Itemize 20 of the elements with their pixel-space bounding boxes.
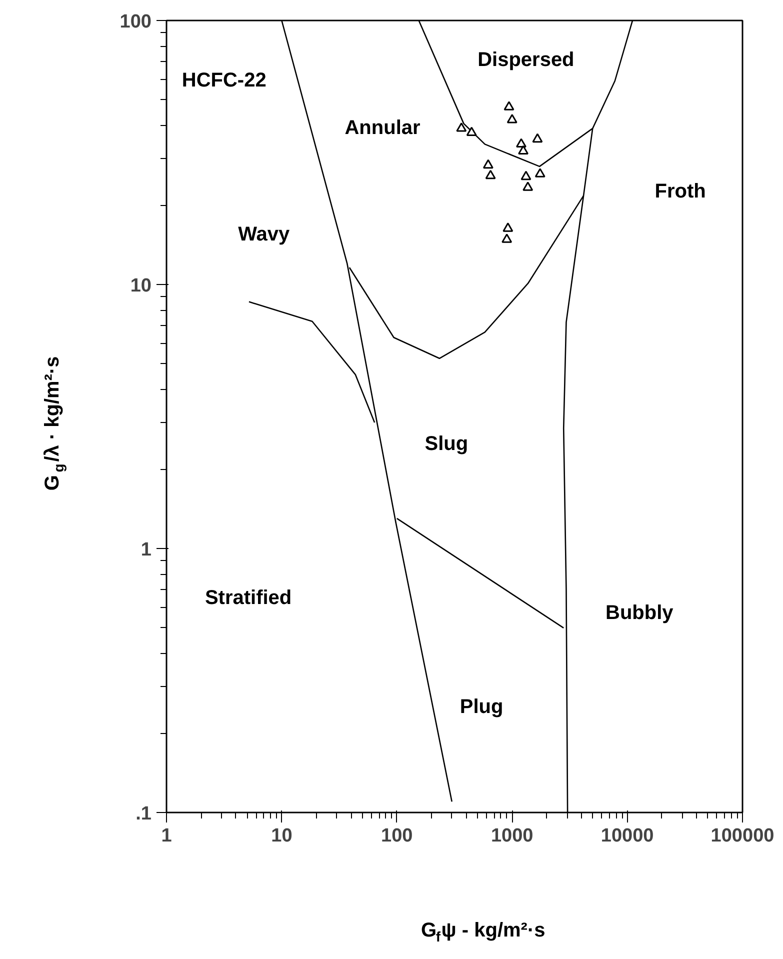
annotation: Slug bbox=[424, 433, 468, 456]
x-tick-label: 100000 bbox=[710, 826, 774, 846]
y-tick-label: 1 bbox=[140, 540, 152, 560]
annotation: Wavy bbox=[238, 223, 290, 246]
annotation: HCFC-22 bbox=[182, 70, 266, 92]
annotation: Annular bbox=[344, 117, 420, 140]
y-tick-label: .1 bbox=[136, 804, 152, 824]
x-tick-label: 100 bbox=[381, 826, 413, 846]
x-tick-label: 1 bbox=[161, 826, 172, 846]
annotation: Dispersed bbox=[478, 49, 574, 72]
x-tick-label: 10 bbox=[271, 826, 292, 846]
y-tick-label: 100 bbox=[120, 12, 152, 32]
annotation: Stratified bbox=[204, 586, 292, 609]
y-axis-title: Gg/λ · kg/m²·s bbox=[42, 356, 66, 491]
annotation: Bubbly bbox=[606, 602, 674, 624]
y-tick-label: 10 bbox=[130, 276, 152, 296]
annotation: Plug bbox=[460, 696, 504, 718]
x-tick-label: 10000 bbox=[600, 826, 654, 846]
annotation: Froth bbox=[654, 180, 706, 203]
x-tick-label: 1000 bbox=[490, 826, 534, 846]
